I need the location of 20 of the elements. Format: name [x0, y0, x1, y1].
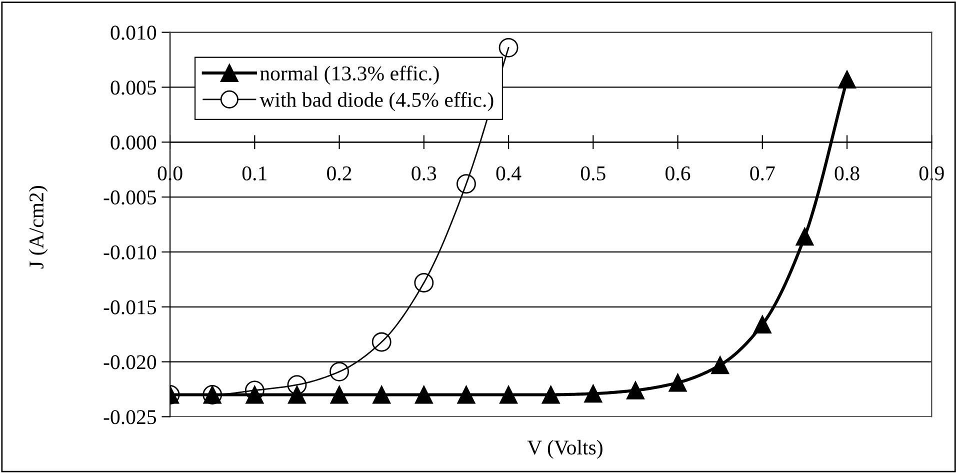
y-tick-label: -0.020 — [104, 355, 156, 370]
legend-label: with bad diode (4.5% effic.) — [260, 92, 494, 112]
y-tick-label: 0.000 — [110, 136, 156, 150]
y-tick-label: -0.025 — [104, 410, 156, 424]
x-tick-label: 0.5 — [580, 166, 606, 180]
x-tick-label: 0.3 — [412, 166, 436, 180]
x-tick-label: 0.7 — [750, 166, 775, 180]
x-tick-label: 0.6 — [666, 166, 690, 180]
x-tick-label: 0.2 — [327, 166, 352, 180]
legend-label: normal (13.3% effic.) — [260, 66, 439, 85]
y-axis-title: J (A/cm2) — [28, 186, 48, 269]
y-tick-label: 0.005 — [110, 80, 156, 95]
y-tick-label: -0.010 — [104, 245, 156, 260]
y-tick-label: 0.010 — [110, 26, 156, 40]
x-tick-label: 0.1 — [242, 166, 266, 180]
x-tick-label: 0.4 — [496, 166, 522, 180]
x-tick-label: 0.8 — [834, 166, 860, 180]
x-axis-title: V (Volts) — [527, 440, 602, 459]
y-tick-label: -0.005 — [104, 190, 156, 205]
y-tick-label: -0.015 — [104, 300, 156, 314]
